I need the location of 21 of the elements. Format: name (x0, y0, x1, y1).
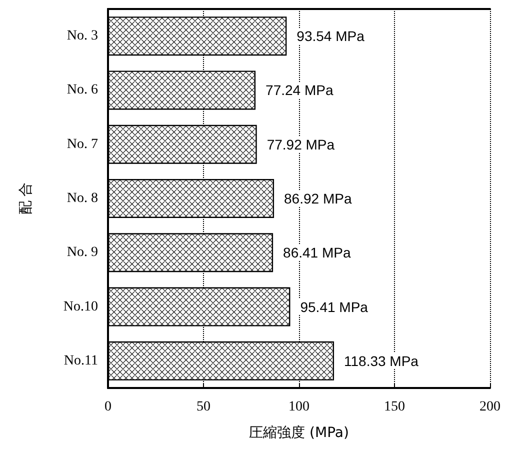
data-label: 95.41 MPa (300, 298, 368, 315)
data-label: 86.41 MPa (283, 244, 351, 261)
y-tick-label: No. 6 (66, 82, 98, 98)
x-tick-label: 50 (196, 400, 210, 414)
data-label: 93.54 MPa (296, 28, 365, 44)
y-tick-label: No.10 (63, 299, 98, 314)
y-tick-label: No. 7 (66, 136, 98, 152)
x-tick-label: 100 (288, 400, 310, 414)
data-label: 118.33 MPa (344, 352, 419, 369)
y-tick-label: No. 9 (66, 245, 98, 260)
y-tick-label: No. 3 (66, 28, 98, 44)
data-label: 86.92 MPa (284, 190, 352, 206)
x-tick-label: 150 (384, 400, 405, 414)
x-axis-title: 圧縮強度 (MPa) (249, 425, 349, 441)
y-tick-label: No. 8 (66, 191, 98, 206)
y-tick-label: No.11 (64, 353, 98, 368)
data-label: 77.24 MPa (266, 82, 334, 98)
x-tick-label: 0 (104, 400, 112, 414)
x-tick-label: 200 (480, 400, 500, 414)
y-axis-title: 配 合 (18, 182, 34, 215)
data-label: 77.92 MPa (266, 136, 335, 152)
